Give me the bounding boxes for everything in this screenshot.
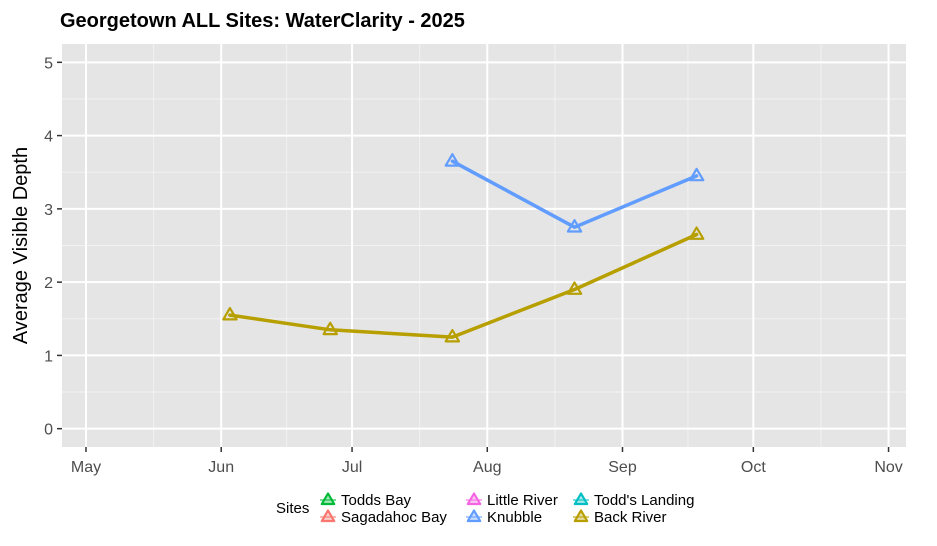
data-point bbox=[322, 321, 338, 336]
legend-label: Back River bbox=[594, 509, 667, 526]
data-point bbox=[222, 307, 238, 321]
series-knubble bbox=[444, 153, 705, 233]
series-layer bbox=[222, 153, 705, 343]
x-tick-label: Sep bbox=[608, 459, 637, 476]
legend-key-todds-bay bbox=[320, 492, 336, 506]
y-axis: 0 1 2 3 4 5 bbox=[44, 55, 62, 439]
legend-key-todd-s-landing bbox=[573, 492, 589, 506]
data-point bbox=[444, 329, 461, 343]
x-axis: May Jun Jul Aug Sep Oct Nov bbox=[71, 447, 903, 476]
y-tick-label: 3 bbox=[44, 202, 53, 219]
x-tick-label: Jun bbox=[208, 459, 234, 476]
x-tick-label: Aug bbox=[473, 459, 501, 476]
data-point bbox=[566, 219, 583, 233]
y-axis-label: Average Visible Depth bbox=[10, 147, 32, 344]
y-tick-label: 4 bbox=[44, 129, 53, 146]
grid-major bbox=[62, 44, 906, 447]
y-tick-label: 0 bbox=[44, 422, 53, 439]
legend-title: Sites bbox=[276, 500, 309, 517]
data-point bbox=[444, 153, 461, 167]
legend-key-knubble bbox=[466, 509, 482, 523]
legend-marker bbox=[573, 509, 589, 523]
legend-label: Little River bbox=[487, 492, 558, 509]
legend-marker bbox=[573, 492, 589, 506]
x-tick-label: Nov bbox=[874, 459, 902, 476]
y-tick-label: 5 bbox=[44, 55, 53, 72]
legend-label: Todds Bay bbox=[341, 492, 412, 509]
x-tick-label: Oct bbox=[741, 459, 766, 476]
data-point bbox=[566, 281, 583, 295]
legend-marker bbox=[466, 492, 482, 506]
legend-marker bbox=[320, 492, 336, 506]
legend-marker bbox=[320, 509, 336, 523]
legend-key-little-river bbox=[466, 492, 482, 506]
x-tick-label: Jul bbox=[342, 459, 362, 476]
legend-label: Sagadahoc Bay bbox=[341, 509, 447, 526]
x-tick-label: May bbox=[71, 459, 101, 476]
series-line-back-river bbox=[228, 232, 699, 339]
grid-minor bbox=[62, 44, 906, 447]
legend-marker bbox=[466, 509, 482, 523]
legend-label: Todd's Landing bbox=[594, 492, 694, 509]
legend-key-sagadahoc-bay bbox=[320, 509, 336, 523]
series-line-knubble bbox=[450, 159, 699, 229]
y-tick-label: 2 bbox=[44, 275, 53, 292]
legend-label: Knubble bbox=[487, 509, 542, 526]
data-point bbox=[688, 167, 705, 182]
chart-title: Georgetown ALL Sites: WaterClarity - 202… bbox=[60, 10, 465, 32]
legend-key-back-river bbox=[573, 509, 589, 523]
series-back-river bbox=[222, 226, 705, 343]
data-point bbox=[688, 226, 705, 240]
y-tick-label: 1 bbox=[44, 348, 53, 365]
